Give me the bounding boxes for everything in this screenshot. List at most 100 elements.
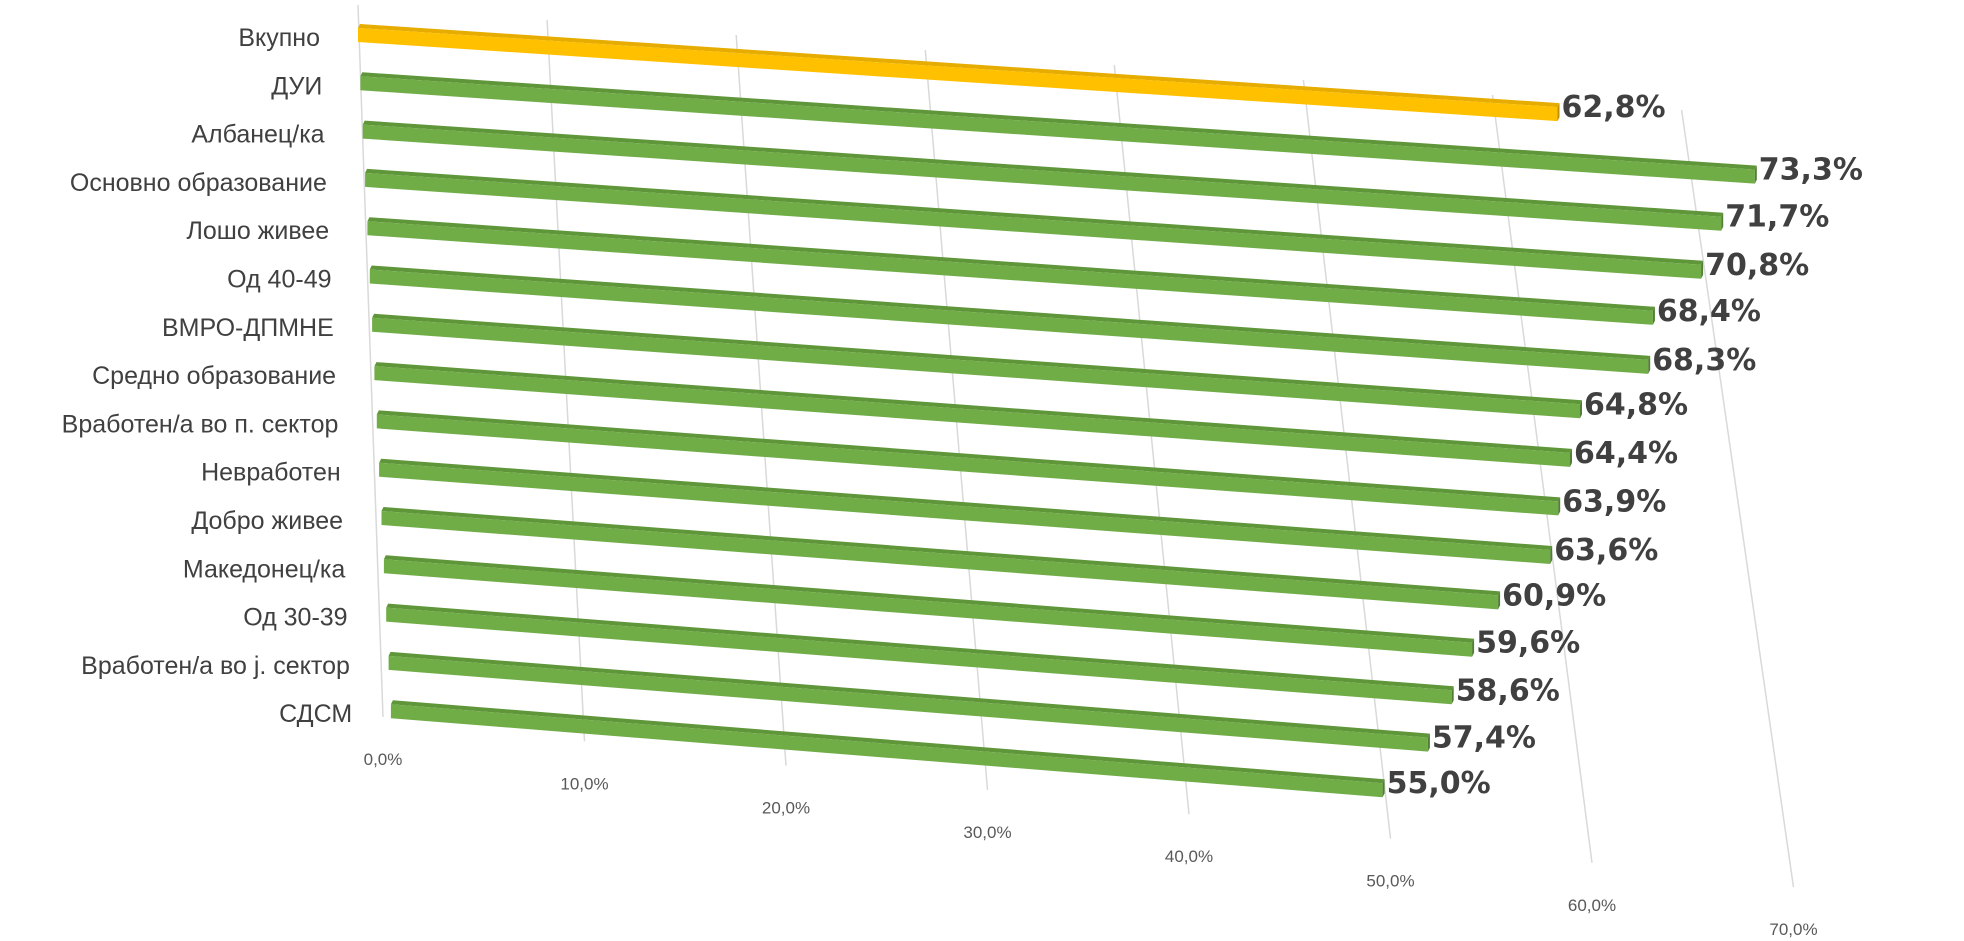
x-axis-tick-labels: 0,0% 10,0% 20,0% 30,0% 40,0% 50,0% 60,0% 70,0%: [364, 750, 1818, 939]
bar-face: [360, 76, 1755, 184]
bar-face: [386, 607, 1452, 705]
bar-end: [1550, 546, 1553, 564]
bar-end: [1721, 212, 1724, 231]
bar-top: [390, 700, 1385, 784]
data-label: 59,6%: [1476, 626, 1580, 661]
x-tick-label: 10,0%: [560, 774, 608, 793]
data-label: 60,9%: [1502, 578, 1606, 613]
bar: [360, 72, 1757, 184]
bar-top: [367, 217, 1655, 311]
x-tick-label: 70,0%: [1769, 920, 1817, 939]
bar: [383, 555, 1475, 657]
bar: [362, 120, 1724, 231]
data-label: 64,8%: [1584, 387, 1688, 422]
category-label: Од 30-39: [243, 604, 347, 632]
bar-end: [1472, 638, 1475, 657]
gridline: [357, 4, 384, 718]
bars: [358, 24, 1757, 798]
bar-face: [358, 28, 1558, 122]
data-label: 73,3%: [1759, 153, 1863, 188]
category-label: Невработен: [201, 459, 341, 487]
category-label: Добро живее: [191, 507, 343, 535]
bar-top: [358, 24, 1560, 108]
category-label: СДСМ: [279, 700, 352, 728]
bar-face: [376, 414, 1559, 516]
bar-end: [1754, 165, 1757, 184]
bar-top: [381, 507, 1501, 596]
bar-face: [365, 172, 1702, 279]
category-label: Средно образование: [92, 362, 336, 390]
bar-face: [374, 366, 1570, 467]
bar: [376, 410, 1561, 516]
bar-top: [379, 458, 1553, 550]
bar-top: [362, 120, 1724, 217]
category-label: Лошо живее: [186, 217, 329, 245]
x-tick-label: 50,0%: [1366, 872, 1414, 891]
category-label: ВМРО-ДПМНЕ: [162, 314, 334, 342]
bar-end: [1451, 686, 1454, 705]
bar-end: [1558, 497, 1561, 516]
bar-end: [1557, 103, 1560, 122]
data-label: 63,6%: [1554, 533, 1658, 568]
data-label: 57,4%: [1432, 721, 1536, 756]
bar: [369, 265, 1651, 374]
bar-top: [365, 168, 1704, 265]
category-label: Од 40-49: [227, 266, 331, 294]
category-labels: Вкупно ДУИ Албанец/ка Основно образование Ло…: [62, 24, 353, 728]
bar-top: [374, 362, 1573, 453]
gridline: [1491, 94, 1593, 863]
gridline: [1680, 109, 1795, 888]
x-tick-label: 20,0%: [762, 799, 810, 818]
bar-face: [381, 511, 1499, 610]
data-label: 58,6%: [1456, 673, 1560, 708]
bar-top: [388, 651, 1430, 738]
bar-face: [383, 559, 1473, 657]
bar: [372, 313, 1583, 419]
bar-end: [1701, 260, 1704, 279]
bar: [367, 217, 1655, 325]
category-label: Албанец/ка: [191, 121, 324, 149]
x-tick-label: 30,0%: [963, 823, 1011, 842]
bar-end: [1652, 306, 1655, 325]
data-label: 70,8%: [1705, 248, 1809, 283]
gridline: [1302, 79, 1392, 839]
bar-face: [369, 269, 1649, 374]
bar-face: [367, 221, 1653, 325]
bar-end: [1570, 448, 1572, 467]
bar-top: [360, 72, 1757, 170]
category-label: Вкупно: [238, 24, 320, 52]
data-labels: 62,8% 73,3% 71,7% 70,8% 68,4% 68,3% 64,8% 64,4%…: [1387, 90, 1863, 801]
data-label: 63,9%: [1562, 484, 1666, 519]
bar-end: [1648, 355, 1651, 374]
bar-face: [362, 124, 1722, 231]
category-label: ДУИ: [271, 72, 322, 100]
bar: [374, 362, 1573, 467]
bar-top: [376, 410, 1561, 502]
data-label: 62,8%: [1562, 90, 1666, 125]
bar-top: [386, 603, 1454, 691]
bar: [379, 458, 1553, 564]
bar-top: [383, 555, 1475, 643]
bar-top: [372, 313, 1583, 405]
bar: [365, 168, 1704, 279]
x-tick-label: 40,0%: [1165, 847, 1213, 866]
data-label: 64,4%: [1574, 436, 1678, 471]
x-tick-label: 60,0%: [1568, 896, 1616, 915]
x-tick-label: 0,0%: [364, 750, 403, 769]
bar: [358, 24, 1560, 122]
bar-face: [372, 317, 1581, 419]
bar: [388, 651, 1430, 752]
data-label: 71,7%: [1725, 200, 1829, 235]
category-label: Македонец/ка: [183, 555, 346, 583]
category-label: Вработен/а во п. сектор: [62, 410, 339, 438]
bar-face: [379, 462, 1551, 564]
bar-end: [1498, 591, 1501, 610]
category-label: Вработен/а во ј. сектор: [81, 652, 350, 680]
data-label: 55,0%: [1387, 766, 1491, 801]
bar-end: [1427, 733, 1430, 752]
bar-top: [369, 265, 1651, 360]
data-label: 68,3%: [1652, 343, 1756, 378]
bar: [381, 507, 1501, 610]
data-label: 68,4%: [1657, 294, 1761, 329]
